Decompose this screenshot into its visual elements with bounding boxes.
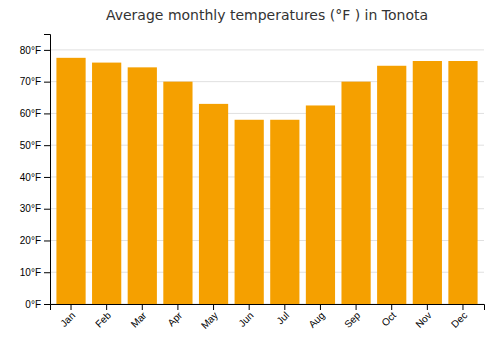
title: Average monthly temperatures (°F ) in To… bbox=[106, 7, 428, 23]
y-tick-label: 30°F bbox=[20, 203, 41, 214]
y-tick: 30°F bbox=[20, 203, 50, 214]
x-tick: Sep bbox=[342, 304, 363, 330]
x-tick: Apr bbox=[166, 304, 185, 328]
y-tick-label: 20°F bbox=[20, 235, 41, 246]
chart: Jan Feb Mar Apr May Jun Jul Aug Sep Oct Nov Dec 0°F 1… bbox=[0, 0, 500, 350]
x-tick: Mar bbox=[129, 304, 149, 330]
x-tick: Jun bbox=[236, 304, 255, 329]
bar bbox=[270, 120, 299, 304]
x-tick-mark bbox=[71, 304, 72, 310]
x-tick-label: Jul bbox=[274, 310, 291, 327]
x-tick-label: Aug bbox=[306, 310, 326, 330]
x-tick-label: Feb bbox=[93, 309, 113, 329]
y-tick: 20°F bbox=[20, 235, 50, 246]
x-tick: Jul bbox=[274, 304, 291, 326]
plot: Jan Feb Mar Apr May Jun Jul Aug Sep Oct Nov Dec 0°F 1… bbox=[20, 35, 485, 331]
x-tick-mark bbox=[356, 304, 357, 310]
y-tick: 60°F bbox=[20, 108, 50, 119]
x-tick-label: Sep bbox=[342, 309, 363, 330]
y-tick-label: 70°F bbox=[20, 76, 41, 87]
x-tick-mark bbox=[320, 304, 321, 310]
y-tick-mark bbox=[44, 272, 50, 273]
x-tick-label: Jun bbox=[236, 310, 255, 329]
y-tick-label: 50°F bbox=[20, 140, 41, 151]
x-tick-mark bbox=[142, 304, 143, 310]
y-axis: 0°F 10°F 20°F 30°F 40°F 50°F 60°F 70°F 80°F bbox=[20, 35, 51, 310]
grid bbox=[50, 50, 484, 304]
x-tick-label: Mar bbox=[129, 309, 149, 329]
bar bbox=[235, 120, 264, 304]
x-tick-label: Oct bbox=[379, 310, 398, 329]
bar bbox=[341, 82, 370, 304]
x-tick-label: Apr bbox=[166, 309, 185, 328]
x-axis: Jan Feb Mar Apr May Jun Jul Aug Sep Oct Nov Dec bbox=[51, 304, 485, 331]
y-tick: 50°F bbox=[20, 140, 50, 151]
x-tick-mark bbox=[391, 304, 392, 310]
y-tick-mark bbox=[44, 50, 50, 51]
y-axis-line bbox=[44, 35, 51, 305]
x-tick-mark bbox=[213, 304, 214, 310]
x-tick-mark bbox=[462, 304, 463, 310]
bar bbox=[56, 58, 85, 304]
x-tick-mark bbox=[177, 304, 178, 310]
grid-line bbox=[50, 49, 484, 50]
x-tick-label: Nov bbox=[413, 310, 433, 330]
y-tick: 40°F bbox=[20, 172, 50, 183]
y-tick: 70°F bbox=[20, 76, 50, 87]
x-tick-label: Jan bbox=[58, 310, 77, 329]
x-tick: Feb bbox=[93, 304, 113, 330]
y-tick-mark bbox=[44, 304, 50, 305]
bar bbox=[92, 63, 121, 304]
x-tick-label: May bbox=[199, 310, 220, 331]
x-tick-mark bbox=[106, 304, 107, 310]
y-tick-label: 0°F bbox=[25, 299, 41, 310]
y-tick: 10°F bbox=[20, 267, 50, 278]
x-axis-line bbox=[51, 305, 485, 311]
y-tick-mark bbox=[44, 113, 50, 114]
x-tick: Dec bbox=[449, 304, 469, 330]
bar bbox=[413, 61, 442, 304]
y-tick-label: 10°F bbox=[20, 267, 41, 278]
x-tick: May bbox=[199, 304, 220, 331]
y-tick-label: 80°F bbox=[20, 45, 41, 56]
x-tick: Aug bbox=[306, 304, 326, 330]
x-tick-mark bbox=[427, 304, 428, 310]
x-tick: Oct bbox=[379, 304, 398, 328]
y-tick-label: 60°F bbox=[20, 108, 41, 119]
y-tick-mark bbox=[44, 209, 50, 210]
y-tick-mark bbox=[44, 177, 50, 178]
bar bbox=[448, 61, 477, 304]
x-tick-mark bbox=[249, 304, 250, 310]
y-tick: 80°F bbox=[20, 45, 50, 56]
bar bbox=[163, 82, 192, 304]
bar bbox=[199, 104, 228, 304]
x-tick: Jan bbox=[58, 304, 77, 329]
y-tick-mark bbox=[44, 240, 50, 241]
y-tick-mark bbox=[44, 82, 50, 83]
x-tick-mark bbox=[284, 304, 285, 310]
x-tick-label: Dec bbox=[449, 310, 469, 330]
y-tick: 0°F bbox=[25, 299, 50, 310]
y-tick-mark bbox=[44, 145, 50, 146]
bar bbox=[128, 67, 157, 304]
y-tick-label: 40°F bbox=[20, 172, 41, 183]
bar bbox=[306, 105, 335, 304]
bar bbox=[377, 66, 406, 304]
bars bbox=[56, 58, 477, 304]
x-tick: Nov bbox=[413, 304, 433, 330]
